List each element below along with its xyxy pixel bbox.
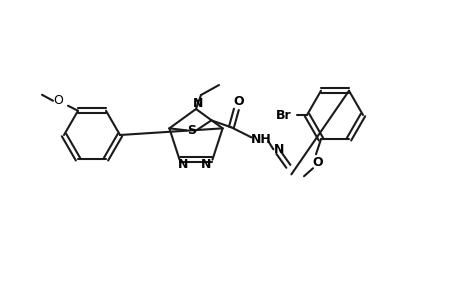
Text: O: O [53,94,63,107]
Text: N: N [178,158,188,171]
Text: N: N [274,143,284,156]
Text: S: S [186,124,196,137]
Text: O: O [312,156,323,169]
Text: NH: NH [251,133,271,146]
Text: Br: Br [275,109,291,122]
Text: O: O [233,95,243,108]
Text: N: N [201,158,211,171]
Text: N: N [192,97,203,110]
